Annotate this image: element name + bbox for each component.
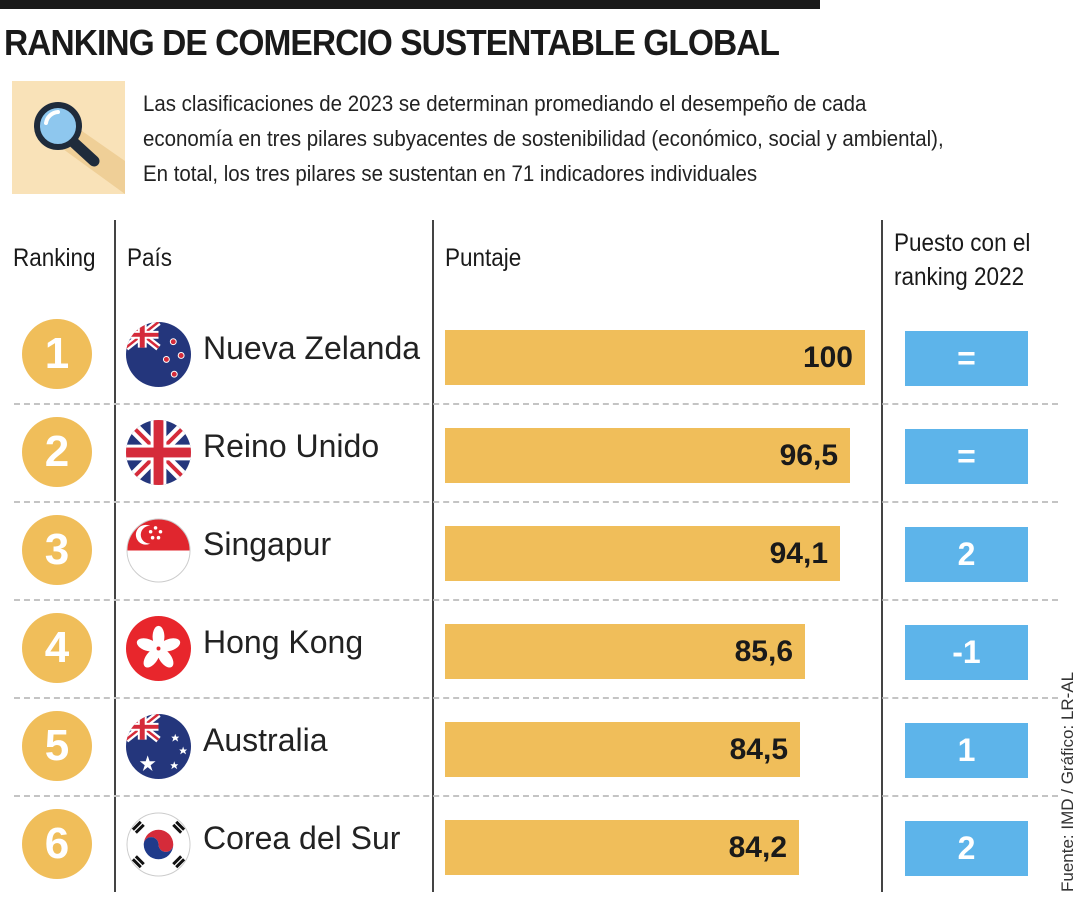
header-pais: País	[127, 244, 173, 272]
intro-text: Las clasificaciones de 2023 se determina…	[143, 86, 1008, 191]
rank-badge: 1	[22, 319, 92, 389]
country-name: Singapur	[203, 526, 332, 562]
row-separator	[14, 599, 1058, 601]
score-bar: 84,2	[445, 820, 799, 875]
header-puntaje: Puntaje	[445, 244, 522, 272]
country-name: Reino Unido	[203, 428, 380, 464]
score-label: 96,5	[779, 438, 838, 472]
score-label: 84,2	[728, 830, 787, 864]
country-name: Corea del Sur	[203, 820, 401, 856]
header-puesto-line2: ranking 2022	[894, 263, 1025, 291]
score-bar: 85,6	[445, 624, 805, 679]
score-label: 85,6	[734, 634, 793, 668]
rank-change: =	[905, 429, 1028, 484]
score-bar: 96,5	[445, 428, 850, 483]
intro-line: Las clasificaciones de 2023 se determina…	[143, 91, 867, 116]
rank-badge: 6	[22, 809, 92, 879]
column-divider	[114, 220, 116, 892]
top-rule	[0, 0, 820, 9]
score-label: 100	[802, 340, 853, 374]
row-separator	[14, 697, 1058, 699]
score-bar: 84,5	[445, 722, 800, 777]
header-puesto: Puesto con el ranking 2022	[894, 226, 1030, 294]
rank-change: 2	[905, 527, 1028, 582]
rank-badge: 4	[22, 613, 92, 683]
row-separator	[14, 403, 1058, 405]
rank-change: =	[905, 331, 1028, 386]
source-credit: Fuente: IMD / Gráfico: LR-AL	[1058, 671, 1077, 892]
uk-flag-icon	[126, 420, 191, 485]
row-separator	[14, 795, 1058, 797]
rank-badge: 5	[22, 711, 92, 781]
score-label: 94,1	[769, 536, 828, 570]
table-row: 1 Nueva Zelanda 100 =	[0, 306, 1060, 403]
rank-badge: 3	[22, 515, 92, 585]
australia-flag-icon	[126, 714, 191, 779]
table-row: 5 Australia 84,5 1	[0, 698, 1060, 795]
country-name: Nueva Zelanda	[203, 330, 421, 366]
header-ranking: Ranking	[13, 244, 96, 272]
table-row: 6 Corea del Sur 84,2 2	[0, 796, 1060, 893]
column-divider	[881, 220, 883, 892]
row-separator	[14, 501, 1058, 503]
intro-line: En total, los tres pilares se sustentan …	[143, 161, 758, 186]
country-name: Australia	[203, 722, 328, 758]
country-name: Hong Kong	[203, 624, 364, 660]
score-bar: 94,1	[445, 526, 840, 581]
new-zealand-flag-icon	[126, 322, 191, 387]
magnifier-icon	[12, 81, 125, 194]
header-puesto-line1: Puesto con el	[894, 229, 1031, 257]
rank-change: 1	[905, 723, 1028, 778]
table-row: 4 Hong Kong 85,6 -1	[0, 600, 1060, 697]
hong-kong-flag-icon	[126, 616, 191, 681]
rank-change: 2	[905, 821, 1028, 876]
score-bar: 100	[445, 330, 865, 385]
table-row: 3 Singapur 94,1 2	[0, 502, 1060, 599]
column-divider	[432, 220, 434, 892]
table-row: 2 Reino Unido 96,5 =	[0, 404, 1060, 501]
rank-change: -1	[905, 625, 1028, 680]
singapore-flag-icon	[126, 518, 191, 583]
score-label: 84,5	[729, 732, 788, 766]
rank-badge: 2	[22, 417, 92, 487]
intro-line: economía en tres pilares subyacentes de …	[143, 126, 944, 151]
south-korea-flag-icon	[126, 812, 191, 877]
page-title: RANKING DE COMERCIO SUSTENTABLE GLOBAL	[4, 22, 780, 63]
